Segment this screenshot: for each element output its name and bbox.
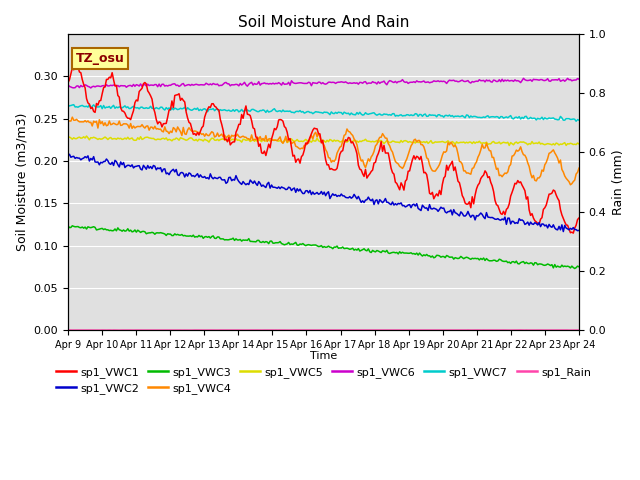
sp1_VWC1 <box>575 215 583 221</box>
sp1_VWC4 <box>566 182 574 188</box>
sp1_VWC3 <box>575 264 583 270</box>
sp1_VWC2 <box>64 153 72 159</box>
sp1_VWC5 <box>243 137 251 143</box>
sp1_VWC1 <box>218 121 225 127</box>
sp1_VWC1 <box>570 230 577 236</box>
sp1_VWC3 <box>64 223 72 228</box>
sp1_VWC4 <box>235 133 243 139</box>
Y-axis label: Rain (mm): Rain (mm) <box>612 149 625 215</box>
Y-axis label: Soil Moisture (m3/m3): Soil Moisture (m3/m3) <box>15 113 28 251</box>
sp1_Rain <box>66 327 74 333</box>
sp1_VWC1 <box>289 153 297 159</box>
sp1_VWC7 <box>289 109 297 115</box>
sp1_VWC2 <box>548 224 556 230</box>
sp1_VWC4 <box>64 118 72 124</box>
Line: sp1_VWC1: sp1_VWC1 <box>68 63 579 233</box>
sp1_VWC7 <box>572 119 580 124</box>
sp1_VWC2 <box>128 162 136 168</box>
sp1_Rain <box>115 327 123 333</box>
sp1_VWC7 <box>243 107 251 113</box>
sp1_VWC3 <box>289 241 297 247</box>
Line: sp1_VWC3: sp1_VWC3 <box>68 226 579 268</box>
sp1_VWC3 <box>571 265 579 271</box>
sp1_VWC3 <box>218 236 225 242</box>
sp1_VWC1 <box>73 60 81 66</box>
sp1_VWC2 <box>66 151 74 157</box>
sp1_VWC4 <box>548 148 556 154</box>
sp1_VWC6 <box>64 82 72 88</box>
sp1_VWC6 <box>87 85 95 91</box>
sp1_VWC6 <box>218 83 225 88</box>
sp1_VWC1 <box>64 80 72 85</box>
sp1_Rain <box>575 327 583 333</box>
sp1_VWC7 <box>64 104 72 110</box>
sp1_VWC5 <box>575 141 583 147</box>
sp1_VWC3 <box>235 237 243 243</box>
sp1_Rain <box>550 327 557 333</box>
Legend: sp1_VWC1, sp1_VWC2, sp1_VWC3, sp1_VWC4, sp1_VWC5, sp1_VWC6, sp1_VWC7, sp1_Rain: sp1_VWC1, sp1_VWC2, sp1_VWC3, sp1_VWC4, … <box>51 362 596 399</box>
sp1_Rain <box>291 327 298 333</box>
sp1_VWC6 <box>550 77 557 83</box>
sp1_VWC6 <box>243 84 251 89</box>
sp1_VWC7 <box>86 102 93 108</box>
sp1_VWC5 <box>128 135 136 141</box>
sp1_VWC7 <box>548 115 556 121</box>
sp1_VWC4 <box>243 136 251 142</box>
sp1_VWC5 <box>64 134 72 140</box>
sp1_VWC3 <box>243 238 251 243</box>
sp1_VWC5 <box>83 133 90 139</box>
sp1_Rain <box>236 327 244 333</box>
sp1_VWC1 <box>128 112 136 118</box>
sp1_VWC2 <box>218 177 225 182</box>
Line: sp1_VWC7: sp1_VWC7 <box>68 105 579 121</box>
sp1_VWC3 <box>548 262 556 267</box>
sp1_VWC7 <box>128 104 136 110</box>
sp1_VWC4 <box>218 131 225 137</box>
sp1_VWC5 <box>289 138 297 144</box>
Text: TZ_osu: TZ_osu <box>76 52 124 65</box>
sp1_VWC2 <box>575 228 583 233</box>
sp1_VWC1 <box>548 190 556 196</box>
sp1_VWC2 <box>235 179 243 184</box>
sp1_VWC5 <box>506 143 513 148</box>
Line: sp1_VWC6: sp1_VWC6 <box>68 78 579 88</box>
sp1_VWC7 <box>218 108 225 113</box>
sp1_VWC6 <box>235 83 243 89</box>
sp1_VWC4 <box>575 165 583 171</box>
sp1_Rain <box>245 327 253 333</box>
X-axis label: Time: Time <box>310 351 337 361</box>
sp1_VWC5 <box>550 141 557 146</box>
sp1_VWC2 <box>243 180 251 186</box>
sp1_Rain <box>130 327 138 333</box>
sp1_VWC1 <box>243 111 251 117</box>
sp1_VWC7 <box>575 117 583 123</box>
Line: sp1_VWC2: sp1_VWC2 <box>68 154 579 231</box>
sp1_VWC5 <box>235 137 243 143</box>
sp1_VWC4 <box>68 114 76 120</box>
Line: sp1_VWC5: sp1_VWC5 <box>68 136 579 145</box>
sp1_Rain <box>220 327 227 333</box>
Line: sp1_VWC4: sp1_VWC4 <box>68 117 579 185</box>
sp1_VWC2 <box>289 186 297 192</box>
sp1_Rain <box>64 327 72 333</box>
sp1_VWC1 <box>235 121 243 127</box>
sp1_VWC2 <box>559 228 567 234</box>
sp1_VWC4 <box>289 140 297 145</box>
sp1_VWC3 <box>128 229 136 235</box>
Title: Soil Moisture And Rain: Soil Moisture And Rain <box>238 15 409 30</box>
sp1_VWC3 <box>68 223 76 228</box>
sp1_VWC6 <box>575 76 583 82</box>
sp1_VWC5 <box>218 136 225 142</box>
sp1_VWC6 <box>289 80 297 85</box>
sp1_VWC6 <box>520 75 527 81</box>
sp1_VWC4 <box>128 125 136 131</box>
sp1_VWC7 <box>235 109 243 115</box>
sp1_VWC6 <box>128 84 136 89</box>
